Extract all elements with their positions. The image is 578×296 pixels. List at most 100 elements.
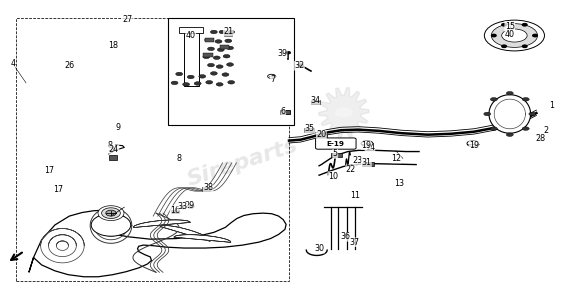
Circle shape	[506, 91, 513, 95]
Bar	[109, 155, 117, 160]
Text: 34: 34	[310, 96, 320, 104]
Circle shape	[217, 48, 224, 52]
Circle shape	[529, 112, 536, 116]
Circle shape	[219, 30, 226, 34]
Circle shape	[523, 98, 529, 101]
Text: 1: 1	[550, 101, 554, 110]
Circle shape	[298, 64, 303, 67]
Text: 9: 9	[116, 123, 121, 132]
Text: 22: 22	[346, 165, 356, 174]
Bar	[224, 33, 232, 36]
Bar	[171, 210, 179, 213]
Circle shape	[199, 75, 206, 78]
Text: 31: 31	[361, 158, 372, 167]
Circle shape	[216, 83, 223, 86]
Text: 8: 8	[108, 141, 112, 149]
Circle shape	[187, 205, 194, 208]
Circle shape	[187, 75, 194, 79]
Text: 10: 10	[328, 172, 338, 181]
Bar	[331, 153, 342, 157]
Text: 14: 14	[365, 144, 375, 152]
Bar	[362, 162, 374, 166]
Bar	[168, 18, 294, 125]
Text: 18: 18	[108, 41, 118, 50]
Circle shape	[208, 63, 214, 67]
Text: E-19: E-19	[327, 141, 345, 147]
Circle shape	[523, 24, 527, 26]
Polygon shape	[102, 208, 120, 218]
Polygon shape	[134, 220, 190, 228]
Text: 38: 38	[203, 184, 213, 192]
Polygon shape	[29, 210, 286, 277]
Text: 24: 24	[109, 145, 119, 154]
Text: 26: 26	[64, 61, 75, 70]
Circle shape	[502, 29, 527, 42]
Circle shape	[206, 81, 213, 84]
Circle shape	[227, 63, 234, 66]
Circle shape	[180, 205, 187, 209]
Circle shape	[222, 73, 229, 76]
Text: 40: 40	[505, 30, 515, 38]
Text: 28: 28	[535, 134, 546, 143]
Circle shape	[171, 81, 178, 85]
Circle shape	[491, 34, 496, 37]
Bar	[220, 45, 229, 49]
Circle shape	[502, 45, 506, 47]
Bar	[317, 134, 327, 138]
Text: 6: 6	[281, 107, 286, 115]
Circle shape	[203, 55, 210, 59]
Text: 29: 29	[184, 201, 195, 210]
Text: 19: 19	[469, 141, 479, 149]
Bar	[304, 128, 314, 132]
Circle shape	[361, 141, 373, 147]
Circle shape	[228, 81, 235, 84]
FancyBboxPatch shape	[316, 138, 356, 149]
Text: 15: 15	[505, 22, 515, 30]
Polygon shape	[489, 95, 531, 133]
Text: 33: 33	[177, 202, 188, 211]
Circle shape	[215, 40, 222, 43]
Bar	[16, 18, 289, 281]
Text: 16: 16	[170, 206, 180, 215]
Text: 20: 20	[316, 130, 327, 139]
Bar	[280, 110, 290, 114]
Bar	[311, 100, 320, 104]
Polygon shape	[98, 206, 124, 221]
Text: 32: 32	[294, 61, 305, 70]
Circle shape	[194, 82, 201, 85]
Bar	[205, 38, 214, 42]
Text: 8: 8	[177, 154, 181, 163]
Circle shape	[213, 56, 220, 59]
Circle shape	[490, 127, 497, 130]
Text: 2: 2	[544, 126, 549, 135]
Text: 23: 23	[353, 156, 363, 165]
Circle shape	[533, 34, 538, 37]
Bar	[202, 187, 210, 191]
Text: 36: 36	[340, 232, 351, 241]
Circle shape	[208, 47, 214, 51]
Polygon shape	[174, 235, 231, 242]
Text: 37: 37	[349, 238, 360, 247]
Circle shape	[225, 39, 232, 43]
Polygon shape	[106, 210, 116, 216]
Text: 17: 17	[53, 185, 64, 194]
Text: 30: 30	[314, 244, 325, 253]
Text: 39: 39	[277, 49, 287, 58]
Circle shape	[205, 38, 212, 42]
Text: 27: 27	[122, 15, 132, 24]
Text: 12: 12	[391, 154, 401, 163]
Circle shape	[502, 24, 506, 26]
Bar	[179, 27, 203, 33]
Text: 11: 11	[350, 191, 361, 200]
Circle shape	[484, 112, 491, 116]
Circle shape	[210, 72, 217, 75]
Text: 35: 35	[305, 124, 315, 133]
Circle shape	[506, 133, 513, 136]
Polygon shape	[91, 214, 131, 236]
Text: 5: 5	[333, 149, 338, 158]
Text: 17: 17	[45, 166, 55, 175]
Circle shape	[490, 98, 497, 101]
Circle shape	[484, 20, 544, 51]
Circle shape	[285, 51, 291, 54]
Polygon shape	[318, 88, 369, 137]
